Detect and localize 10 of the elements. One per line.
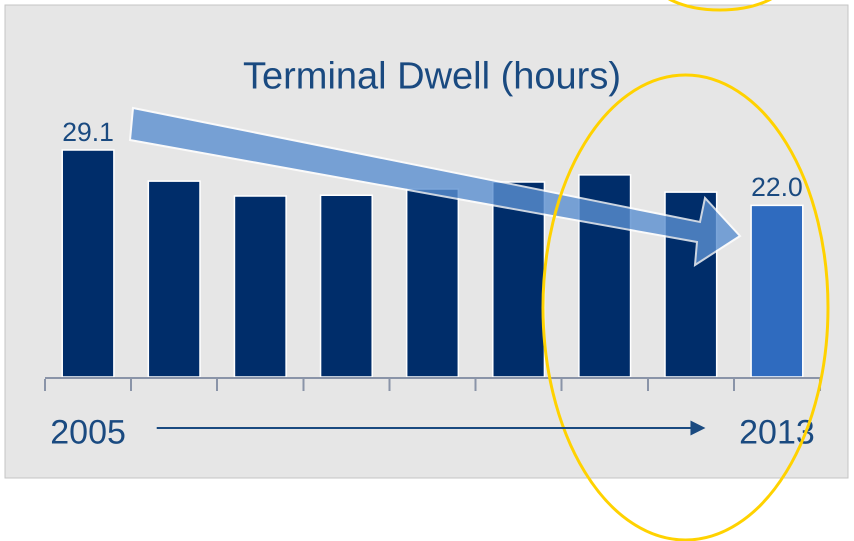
bar (320, 194, 373, 377)
bar (61, 149, 115, 377)
data-label: 29.1 (62, 116, 114, 147)
x-tick-label: 2005 (50, 414, 126, 452)
bar (406, 188, 460, 377)
bar (148, 180, 201, 377)
bar (234, 195, 287, 377)
data-label: 22.0 (751, 172, 803, 202)
chart-title: Terminal Dwell (hours) (243, 55, 621, 98)
bar (750, 204, 804, 377)
